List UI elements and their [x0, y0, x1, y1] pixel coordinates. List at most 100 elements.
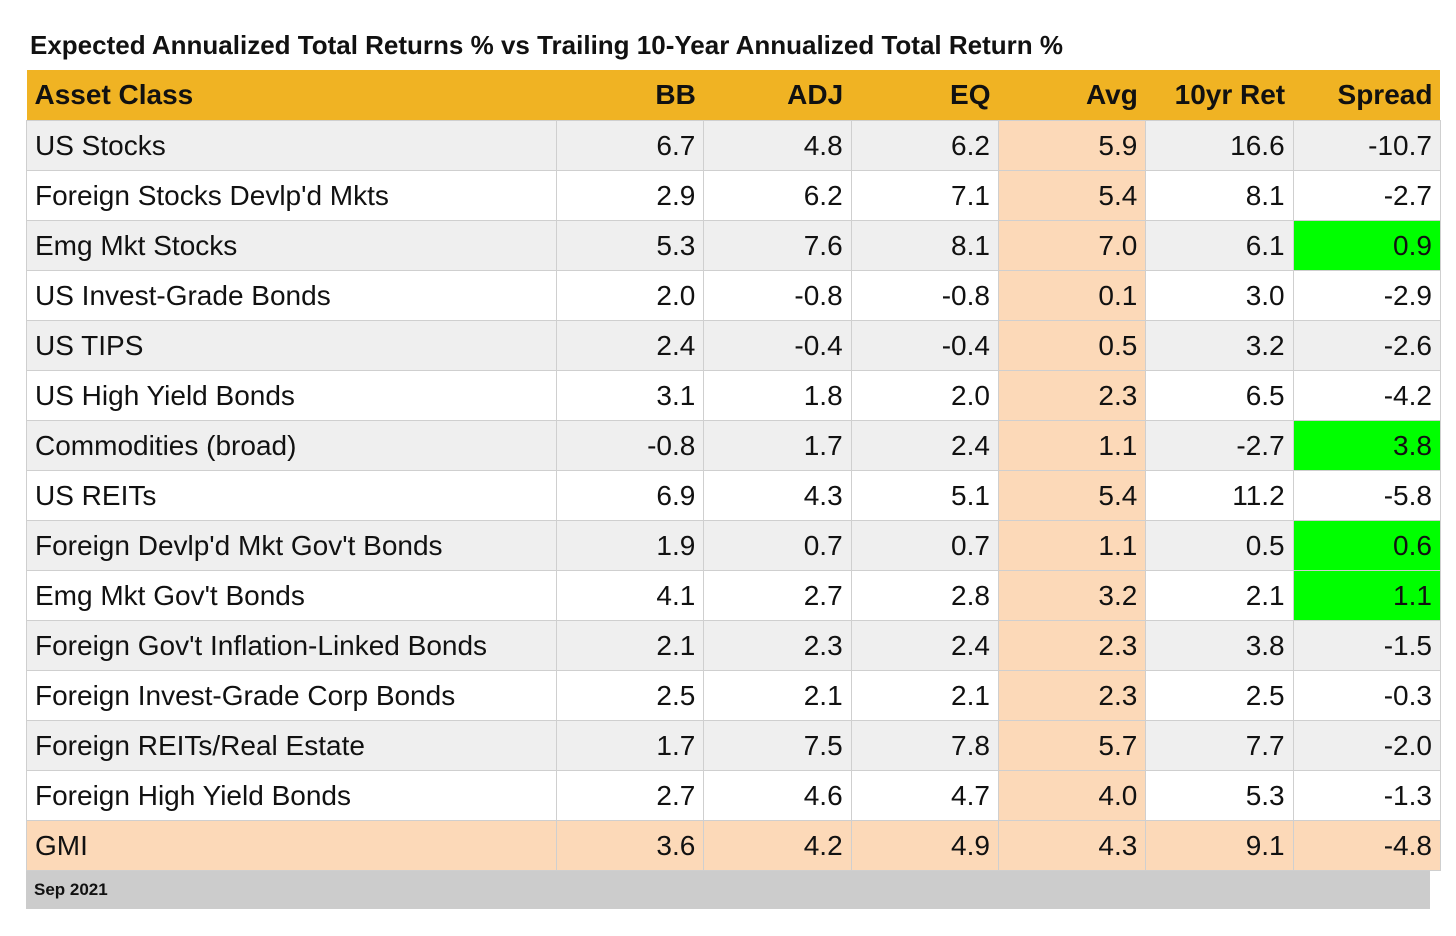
- 10yr-ret-cell: 3.2: [1145, 320, 1294, 371]
- table-row: US REITs 6.9 4.3 5.1 5.4 11.2 -5.8: [26, 470, 1441, 521]
- 10yr-ret-cell: 3.8: [1145, 620, 1294, 671]
- spread-cell: -2.6: [1292, 320, 1441, 371]
- table-row: Foreign Invest-Grade Corp Bonds 2.5 2.1 2.1…: [26, 670, 1441, 721]
- bb-cell: 5.3: [555, 220, 705, 271]
- bb-cell: -0.8: [555, 420, 705, 471]
- avg-cell: 0.5: [997, 320, 1147, 371]
- bb-cell: 3.1: [555, 370, 705, 421]
- table-row: Foreign Gov't Inflation-Linked Bonds 2.1 2…: [26, 620, 1441, 671]
- eq-cell: -0.8: [850, 270, 999, 321]
- avg-cell: 0.1: [997, 270, 1147, 321]
- adj-cell: 2.1: [703, 670, 852, 721]
- col-header-spread: Spread: [1293, 70, 1441, 121]
- adj-cell: 2.3: [703, 620, 852, 671]
- adj-cell: 1.8: [703, 370, 852, 421]
- col-header-eq: EQ: [851, 70, 999, 121]
- adj-cell: -0.8: [703, 270, 852, 321]
- spread-cell: -5.8: [1292, 470, 1441, 521]
- table-row: Emg Mkt Stocks 5.3 7.6 8.1 7.0 6.1 0.9: [26, 220, 1441, 271]
- adj-cell: 1.7: [703, 420, 852, 471]
- returns-table: Asset Class BB ADJ EQ Avg 10yr Ret Sprea…: [26, 70, 1441, 871]
- eq-cell: 2.1: [850, 670, 999, 721]
- adj-cell: 6.2: [703, 170, 852, 221]
- eq-cell: 5.1: [850, 470, 999, 521]
- bb-cell: 2.0: [555, 270, 705, 321]
- asset-class-cell: Emg Mkt Gov't Bonds: [26, 570, 557, 621]
- bb-cell: 4.1: [555, 570, 705, 621]
- col-header-10yr-ret: 10yr Ret: [1145, 70, 1294, 121]
- eq-cell: 2.0: [850, 370, 999, 421]
- spread-cell: 1.1: [1292, 570, 1441, 621]
- adj-cell: 0.7: [703, 520, 852, 571]
- bb-cell: 6.7: [555, 120, 705, 171]
- asset-class-cell: US REITs: [26, 470, 557, 521]
- asset-class-cell: Commodities (broad): [26, 420, 557, 471]
- avg-cell: 5.7: [997, 720, 1147, 771]
- asset-class-cell: Foreign High Yield Bonds: [26, 770, 557, 821]
- spread-cell: -1.3: [1292, 770, 1441, 821]
- col-header-adj: ADJ: [703, 70, 852, 121]
- table-row: Foreign High Yield Bonds 2.7 4.6 4.7 4.0 5.3-…: [26, 770, 1441, 821]
- avg-cell: 3.2: [997, 570, 1147, 621]
- asset-class-cell: Foreign Gov't Inflation-Linked Bonds: [26, 620, 557, 671]
- bb-cell: 3.6: [555, 820, 705, 871]
- 10yr-ret-cell: 2.5: [1145, 670, 1294, 721]
- spread-cell: -2.9: [1292, 270, 1441, 321]
- adj-cell: 4.2: [703, 820, 852, 871]
- avg-cell: 5.4: [997, 470, 1147, 521]
- table-row: Commodities (broad) -0.8 1.7 2.4 1.1 -2.7 3.8: [26, 420, 1441, 471]
- asset-class-cell: Foreign Devlp'd Mkt Gov't Bonds: [26, 520, 557, 571]
- bb-cell: 2.7: [555, 770, 705, 821]
- col-header-asset-class: Asset Class: [26, 70, 557, 121]
- asset-class-cell: Emg Mkt Stocks: [26, 220, 557, 271]
- bb-cell: 6.9: [555, 470, 705, 521]
- 10yr-ret-cell: 7.7: [1145, 720, 1294, 771]
- bb-cell: 2.1: [555, 620, 705, 671]
- avg-cell: 5.4: [997, 170, 1147, 221]
- eq-cell: 2.4: [850, 420, 999, 471]
- eq-cell: 0.7: [850, 520, 999, 571]
- asset-class-cell: Foreign Stocks Devlp'd Mkts: [26, 170, 557, 221]
- header-row: Asset Class BB ADJ EQ Avg 10yr Ret Sprea…: [26, 70, 1441, 121]
- avg-cell: 2.3: [997, 620, 1147, 671]
- spread-cell: -1.5: [1292, 620, 1441, 671]
- spread-cell: 0.6: [1292, 520, 1441, 571]
- table-body: US Stocks 6.7 4.8 6.2 5.9 16.6 -10.7 Foreign St…: [26, 120, 1441, 871]
- bb-cell: 1.7: [555, 720, 705, 771]
- asset-class-cell: Foreign REITs/Real Estate: [26, 720, 557, 771]
- asset-class-cell: US Invest-Grade Bonds: [26, 270, 557, 321]
- asset-class-cell: US Stocks: [26, 120, 557, 171]
- table-row: Emg Mkt Gov't Bonds 4.1 2.7 2.8 3.2 2.1 1.1: [26, 570, 1441, 621]
- avg-cell: 1.1: [997, 420, 1147, 471]
- 10yr-ret-cell: 6.5: [1145, 370, 1294, 421]
- returns-table-container: Asset Class BB ADJ EQ Avg 10yr Ret Sprea…: [26, 70, 1441, 909]
- asset-class-cell: US High Yield Bonds: [26, 370, 557, 421]
- table-row: Foreign REITs/Real Estate 1.7 7.5 7.8 5.7 7.7…: [26, 720, 1441, 771]
- 10yr-ret-cell: 9.1: [1145, 820, 1294, 871]
- avg-cell: 5.9: [997, 120, 1147, 171]
- spread-cell: 3.8: [1292, 420, 1441, 471]
- 10yr-ret-cell: -2.7: [1145, 420, 1294, 471]
- eq-cell: 4.7: [850, 770, 999, 821]
- adj-cell: 7.6: [703, 220, 852, 271]
- adj-cell: 4.8: [703, 120, 852, 171]
- asset-class-cell: GMI: [26, 820, 557, 871]
- adj-cell: 2.7: [703, 570, 852, 621]
- table-row: Foreign Stocks Devlp'd Mkts 2.9 6.2 7.1 5.4 8…: [26, 170, 1441, 221]
- avg-cell: 1.1: [997, 520, 1147, 571]
- eq-cell: 6.2: [850, 120, 999, 171]
- table-row: US TIPS 2.4 -0.4 -0.4 0.5 3.2 -2.6: [26, 320, 1441, 371]
- bb-cell: 1.9: [555, 520, 705, 571]
- spread-cell: -10.7: [1292, 120, 1441, 171]
- bb-cell: 2.4: [555, 320, 705, 371]
- 10yr-ret-cell: 3.0: [1145, 270, 1294, 321]
- spread-cell: -2.0: [1292, 720, 1441, 771]
- eq-cell: 4.9: [850, 820, 999, 871]
- table-row: Foreign Devlp'd Mkt Gov't Bonds 1.9 0.7 0.7…: [26, 520, 1441, 571]
- 10yr-ret-cell: 0.5: [1145, 520, 1294, 571]
- table-row: US Invest-Grade Bonds 2.0 -0.8 -0.8 0.1 3.0 -2…: [26, 270, 1441, 321]
- table-title: Expected Annualized Total Returns % vs T…: [30, 30, 1063, 60]
- eq-cell: 7.8: [850, 720, 999, 771]
- spread-cell: 0.9: [1292, 220, 1441, 271]
- spread-cell: -4.2: [1292, 370, 1441, 421]
